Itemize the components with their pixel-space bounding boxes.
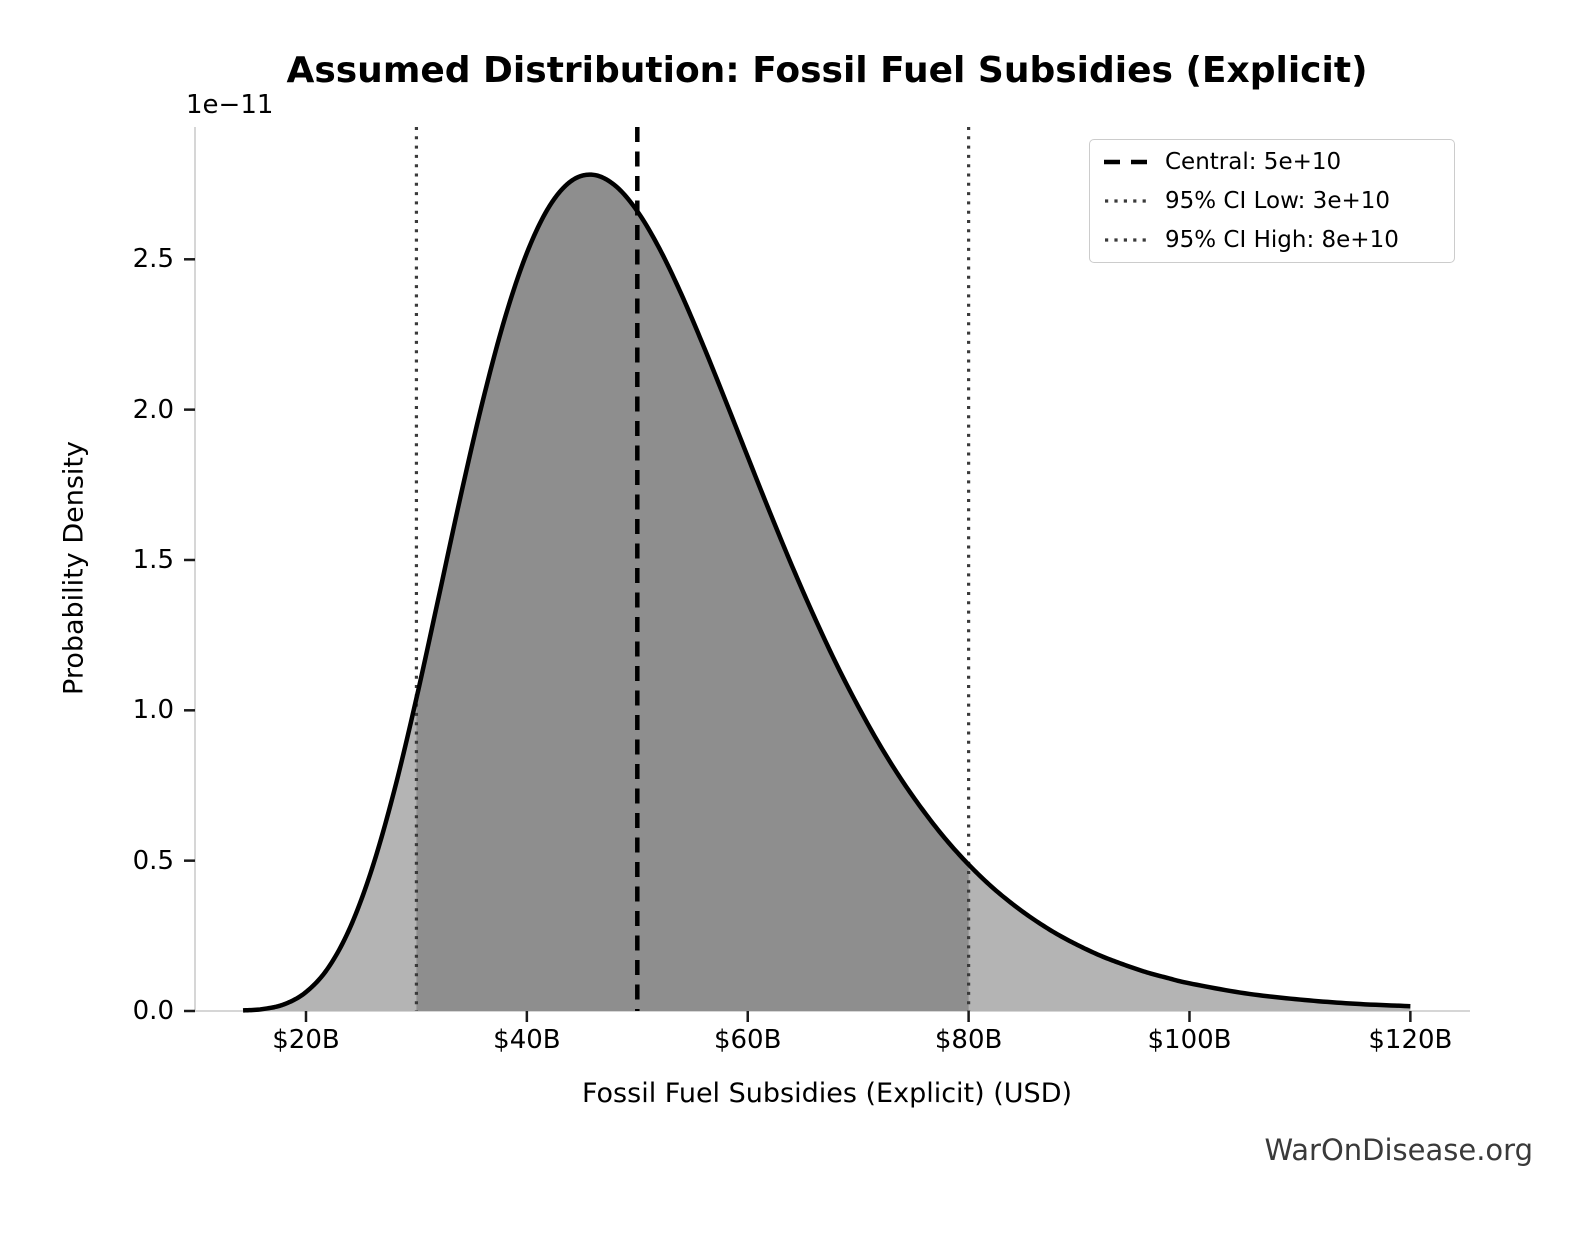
y-tick-label: 2.0 (132, 394, 174, 425)
y-tick-label: 1.5 (132, 545, 174, 575)
x-tick-label: $60B (713, 1025, 782, 1055)
chart-title: Assumed Distribution: Fossil Fuel Subsid… (286, 50, 1368, 91)
legend: Central: 5e+10 95% CI Low: 3e+10 95% CI … (1089, 139, 1455, 263)
x-tick-label: $100B (1147, 1025, 1232, 1055)
y-tick-label: 0.5 (132, 845, 174, 876)
x-tick-label: $120B (1368, 1025, 1453, 1055)
x-tick-label: $80B (934, 1025, 1003, 1055)
x-tick-label: $40B (493, 1025, 561, 1055)
legend-item-central: Central: 5e+10 (1104, 143, 1454, 182)
y-tick-label: 2.5 (132, 244, 174, 275)
legend-dotted-line-icon (1105, 199, 1150, 203)
legend-item-ci-low: 95% CI Low: 3e+10 (1104, 182, 1454, 221)
y-axis-offset-label: 1e−11 (186, 90, 274, 120)
legend-item-label: 95% CI High: 8e+10 (1165, 227, 1399, 253)
x-tick-label: $20B (272, 1025, 340, 1055)
legend-item-ci-high: 95% CI High: 8e+10 (1104, 221, 1454, 260)
legend-item-label: 95% CI Low: 3e+10 (1165, 188, 1391, 214)
watermark: WarOnDisease.org (1264, 1133, 1533, 1167)
x-axis-label: Fossil Fuel Subsidies (Explicit) (USD) (581, 1078, 1073, 1109)
legend-dashed-line-icon (1104, 159, 1150, 165)
ci-fill (416, 174, 969, 1011)
legend-item-label: Central: 5e+10 (1165, 149, 1342, 175)
y-tick-label: 0.0 (132, 996, 174, 1026)
y-tick-label: 1.0 (132, 695, 174, 726)
legend-dotted-line-icon (1105, 238, 1150, 242)
density-curve (241, 172, 1411, 1013)
